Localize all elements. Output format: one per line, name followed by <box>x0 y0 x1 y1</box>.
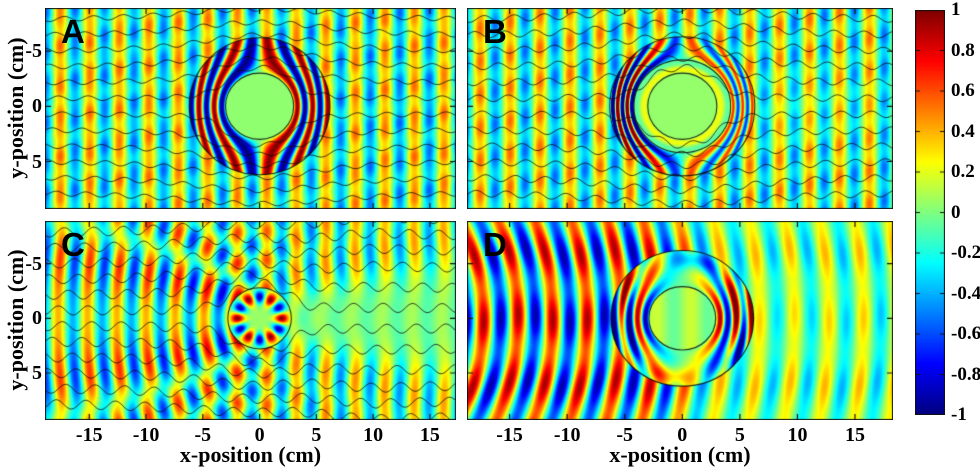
x-axis-label-left: x-position (cm) <box>179 442 322 467</box>
x-tick-label: -10 <box>553 424 581 446</box>
panel-label-c: C <box>61 226 85 263</box>
y-tick-label: -5 <box>25 40 42 63</box>
x-axis-label-right: x-position (cm) <box>609 442 751 467</box>
x-tick-label: 15 <box>845 424 865 446</box>
x-tick-label: -5 <box>616 424 634 446</box>
colorbar-tick-label: 0 <box>951 201 961 223</box>
y-tick-label: 5 <box>32 361 42 384</box>
x-tick-label: 5 <box>311 424 322 446</box>
colorbar-tick-label: -0.8 <box>951 363 980 385</box>
panel-c-wavefield <box>45 221 456 420</box>
y-tick-label: -5 <box>25 252 42 275</box>
panel-a-wavefield <box>45 8 456 209</box>
colorbar <box>915 10 945 415</box>
colorbar-tick-label: 0.8 <box>951 39 975 61</box>
panel-d-wavefield <box>467 221 893 420</box>
panel-b-wavefield <box>467 8 893 209</box>
y-tick-label: 0 <box>32 307 42 330</box>
colorbar-tick-label: -1 <box>951 404 967 425</box>
colorbar-tick-label: -0.4 <box>951 282 980 304</box>
panel-label-d: D <box>483 226 507 263</box>
x-tick-label: 15 <box>419 424 440 446</box>
colorbar-tick-label: 1 <box>951 0 961 20</box>
y-tick-label: 0 <box>32 95 42 118</box>
x-tick-label: 0 <box>254 424 265 446</box>
x-tick-label: 5 <box>734 424 745 446</box>
panel-label-b: B <box>483 13 507 50</box>
x-tick-label: -10 <box>132 424 160 446</box>
x-tick-label: -15 <box>75 424 103 446</box>
x-tick-label: -15 <box>496 424 523 446</box>
colorbar-tick-label: 0.4 <box>951 120 975 142</box>
x-tick-label: 0 <box>677 424 688 446</box>
x-tick-label: 10 <box>363 424 384 446</box>
colorbar-tick-label: 0.6 <box>951 80 975 101</box>
colorbar-tick-label: 0.2 <box>951 161 975 182</box>
colorbar-tick-label: -0.2 <box>951 242 980 263</box>
x-tick-label: -5 <box>194 424 212 446</box>
y-tick-label: 5 <box>32 150 42 173</box>
x-tick-label: 10 <box>787 424 808 446</box>
panel-label-a: A <box>61 13 85 50</box>
colorbar-tick-label: -0.6 <box>951 323 980 344</box>
